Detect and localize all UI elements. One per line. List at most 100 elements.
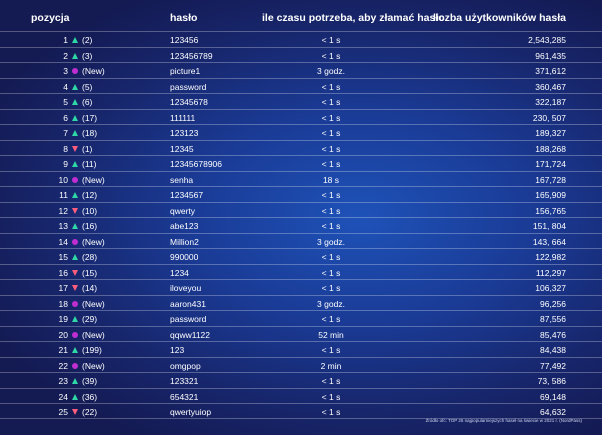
rank-number: 1 — [63, 35, 68, 45]
rank-number: 22 — [58, 360, 68, 371]
crack-time: 18 s — [322, 174, 340, 185]
user-count: 69,148 — [540, 391, 566, 402]
crack-time: < 1 s — [321, 267, 341, 278]
previous-position: (3) — [82, 50, 93, 61]
rank-number: 11 — [59, 190, 68, 200]
user-count: 85,476 — [540, 329, 566, 340]
crack-time: < 1 s — [321, 252, 341, 262]
password-value: qwertyuiop — [170, 407, 212, 417]
new-entry-icon — [71, 330, 79, 340]
trend-up-icon — [71, 392, 79, 402]
crack-time: < 1 s — [321, 81, 341, 92]
user-count: 87,556 — [540, 314, 566, 324]
crack-time: < 1 s — [321, 345, 341, 355]
previous-position: (10) — [82, 205, 98, 216]
crack-time: 52 min — [318, 329, 344, 340]
user-count: 171,724 — [535, 159, 566, 169]
table-row: 23 (39) 123321 < 1 s 73, 586 — [0, 372, 602, 388]
trend-up-icon — [71, 113, 79, 123]
previous-position: (17) — [82, 112, 98, 123]
table-header: pozycja hasło ile czasu potrzeba, aby zł… — [0, 0, 602, 30]
previous-position: (New) — [82, 66, 105, 76]
password-value: 1234567 — [170, 190, 204, 200]
password-value: 990000 — [170, 252, 199, 262]
crack-time: 3 godz. — [317, 298, 345, 309]
previous-position: (14) — [82, 283, 98, 293]
rank-number: 6 — [63, 112, 68, 123]
password-value: omgpop — [170, 360, 201, 371]
user-count: 2,543,285 — [528, 35, 566, 45]
rank-number: 8 — [63, 143, 68, 154]
trend-up-icon — [71, 82, 79, 92]
user-count: 165,909 — [535, 190, 566, 200]
user-count: 230, 507 — [532, 112, 566, 123]
user-count: 322,187 — [535, 97, 566, 107]
rank-number: 4 — [63, 81, 68, 92]
user-count: 143, 664 — [532, 236, 566, 247]
password-value: 123123 — [170, 128, 199, 138]
trend-down-icon — [71, 206, 79, 216]
previous-position: (199) — [82, 345, 102, 355]
header-crack-time: ile czasu potrzeba, aby złamać hasło — [262, 12, 445, 24]
crack-time: < 1 s — [321, 112, 341, 123]
table-row: 6 (17) 111111 < 1 s 230, 507 — [0, 108, 602, 125]
rank-number: 9 — [63, 159, 68, 169]
user-count: 84,438 — [540, 345, 566, 355]
password-value: 1234 — [170, 267, 189, 278]
header-position: pozycja — [31, 12, 70, 24]
crack-time: < 1 s — [321, 190, 341, 200]
previous-position: (New) — [82, 329, 105, 340]
crack-time: < 1 s — [321, 314, 341, 324]
trend-up-icon — [71, 345, 79, 355]
password-value: qqww1122 — [170, 329, 211, 340]
rank-number: 12 — [58, 205, 68, 216]
crack-time: 2 min — [320, 360, 342, 371]
password-value: 123321 — [170, 376, 199, 386]
header-password: hasło — [170, 12, 198, 24]
crack-time: < 1 s — [321, 143, 341, 154]
table-row: 22 (New) omgpop 2 min 77,492 — [0, 356, 602, 373]
user-count: 156,765 — [535, 205, 566, 216]
previous-position: (5) — [82, 81, 93, 92]
password-value: aaron431 — [170, 298, 206, 309]
user-count: 167,728 — [535, 174, 566, 185]
previous-position: (6) — [82, 97, 93, 107]
crack-time: < 1 s — [321, 35, 341, 45]
trend-up-icon — [71, 376, 79, 386]
rank-number: 10 — [58, 174, 68, 185]
previous-position: (2) — [82, 35, 93, 45]
rank-number: 7 — [63, 128, 68, 138]
table-row: 19 (29) password < 1 s 87,556 — [0, 310, 602, 326]
previous-position: (28) — [82, 252, 98, 262]
previous-position: (11) — [82, 159, 97, 169]
user-count: 151, 804 — [532, 221, 566, 231]
table-row: 5 (6) 12345678 < 1 s 322,187 — [0, 93, 602, 109]
table-row: 13 (16) abe123 < 1 s 151, 804 — [0, 217, 602, 233]
password-value: 111111 — [170, 112, 196, 123]
table-row: 12 (10) qwerty < 1 s 156,765 — [0, 201, 602, 218]
previous-position: (39) — [82, 376, 98, 386]
table-row: 21 (199) 123 < 1 s 84,438 — [0, 341, 602, 357]
previous-position: (29) — [82, 314, 98, 324]
table-row: 11 (12) 1234567 < 1 s 165,909 — [0, 186, 602, 202]
user-count: 96,256 — [540, 298, 566, 309]
rank-number: 15 — [58, 252, 68, 262]
rank-number: 21 — [58, 345, 68, 355]
new-entry-icon — [71, 237, 79, 247]
rank-number: 19 — [58, 314, 68, 324]
previous-position: (15) — [82, 267, 98, 278]
table-body: 1 (2) 123456 < 1 s 2,543,285 2 (3) 123456789 < 1… — [0, 31, 602, 419]
table-row: 10 (New) senha 18 s 167,728 — [0, 170, 602, 187]
password-value: iloveyou — [170, 283, 202, 293]
password-value: senha — [170, 174, 194, 185]
table-row: 18 (New) aaron431 3 godz. 96,256 — [0, 294, 602, 311]
crack-time: < 1 s — [321, 50, 341, 61]
trend-up-icon — [71, 159, 79, 169]
password-value: qwerty — [170, 205, 196, 216]
password-value: 123456 — [170, 35, 199, 45]
previous-position: (New) — [82, 360, 105, 371]
crack-time: < 1 s — [321, 391, 341, 402]
previous-position: (New) — [82, 236, 105, 247]
table-row: 24 (36) 654321 < 1 s 69,148 — [0, 387, 602, 404]
